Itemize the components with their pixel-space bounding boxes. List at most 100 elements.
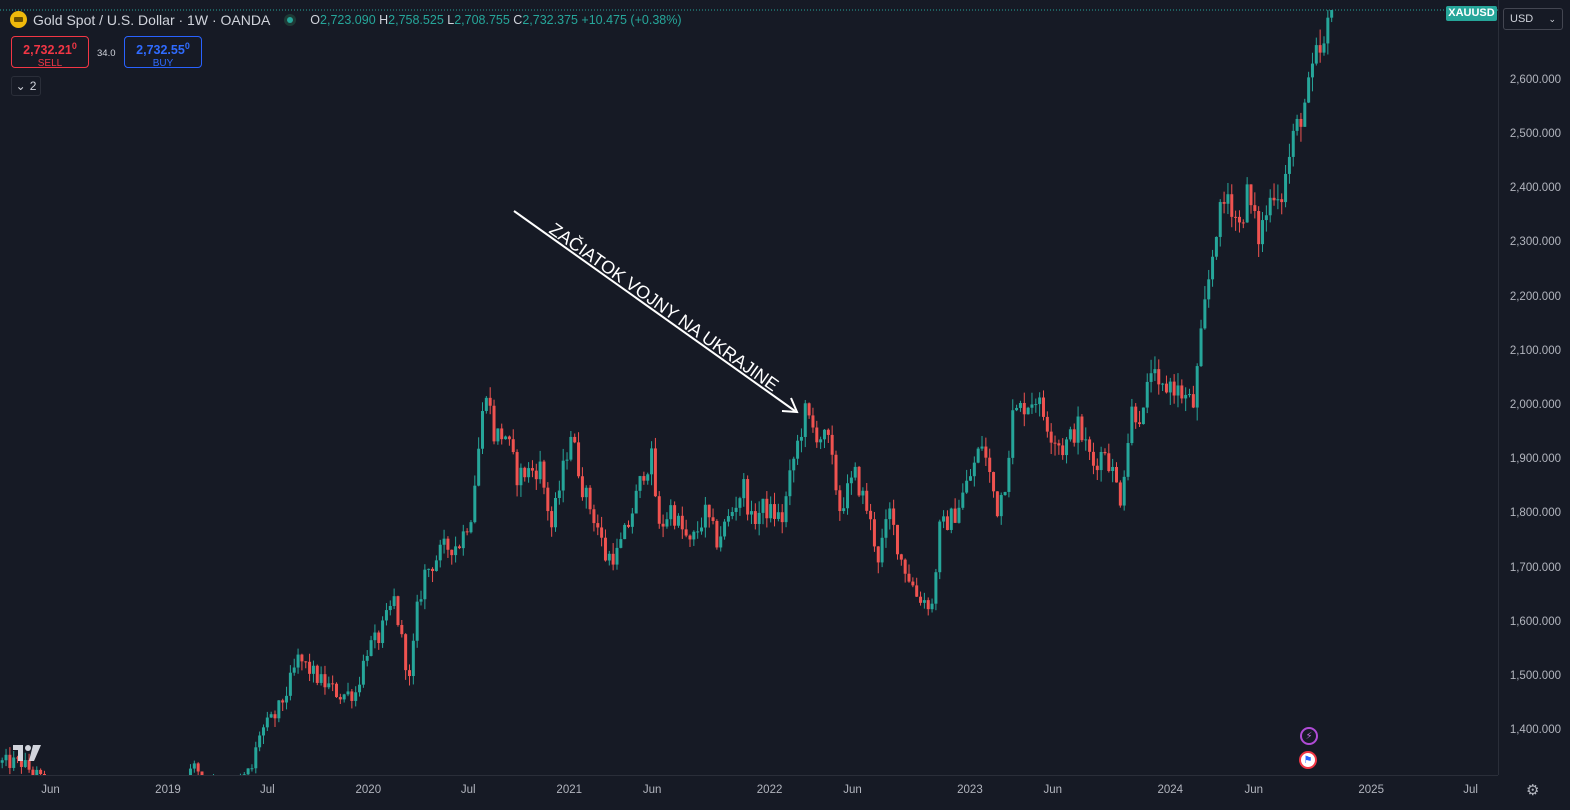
candle-body: [1322, 43, 1326, 53]
candle-body: [265, 717, 269, 728]
candle-body: [1111, 466, 1115, 472]
indicators-collapse-button[interactable]: ⌄ 2: [11, 76, 41, 96]
candle: [888, 502, 892, 530]
candle: [361, 654, 365, 688]
candle-body: [700, 527, 704, 532]
candle-body: [523, 467, 527, 478]
candle-body: [634, 490, 638, 514]
annotation-arrow[interactable]: ZAČIATOK VOJNY NA UKRAJINE: [513, 210, 799, 414]
candle-body: [557, 490, 561, 498]
candle: [396, 595, 400, 627]
candle-body: [277, 700, 281, 719]
candle-body: [761, 498, 765, 513]
candle-body: [1326, 17, 1330, 44]
candle-body: [315, 665, 319, 683]
candle-body: [1076, 416, 1080, 443]
price-chart[interactable]: ZAČIATOK VOJNY NA UKRAJINE: [0, 0, 1498, 775]
candle-body: [450, 549, 454, 556]
candle: [265, 711, 269, 732]
candle-body: [561, 460, 565, 491]
candle: [796, 434, 800, 465]
sell-button[interactable]: 2,732.210 SELL: [11, 36, 89, 70]
gear-icon[interactable]: ⚙: [1526, 782, 1540, 799]
candle-body: [519, 467, 523, 486]
candle-body: [965, 480, 969, 493]
gold-coin-icon[interactable]: [10, 11, 27, 28]
candle: [577, 432, 581, 479]
candle: [500, 423, 504, 445]
buy-button[interactable]: 2,732.550 BUY: [124, 36, 202, 69]
candle-body: [711, 517, 715, 521]
candle: [738, 496, 742, 516]
candle-body: [1214, 236, 1218, 257]
candle-body: [792, 458, 796, 471]
candle-body: [480, 411, 484, 449]
sell-label: SELL: [37, 58, 63, 70]
candle: [1045, 411, 1049, 438]
candle: [1268, 189, 1272, 223]
candle-body: [615, 547, 619, 565]
candle-body: [1188, 394, 1192, 396]
candle-body: [584, 487, 588, 498]
us-flag-icon[interactable]: ⚑: [1299, 751, 1317, 769]
candle: [1015, 404, 1019, 412]
price-label: 2,100.000: [1509, 344, 1561, 357]
candle-body: [1068, 429, 1072, 440]
candle: [334, 682, 338, 698]
candle-body: [304, 661, 308, 663]
candle-body: [530, 468, 534, 471]
candle: [1168, 377, 1172, 405]
candle: [261, 724, 265, 744]
market-status-icon[interactable]: [284, 13, 297, 26]
tradingview-logo-icon[interactable]: [12, 743, 44, 768]
candle: [911, 577, 915, 588]
candle-body: [300, 654, 304, 662]
candle-body: [338, 697, 342, 700]
symbol-title[interactable]: Gold Spot / U.S. Dollar · 1W · OANDA: [33, 11, 271, 28]
candle-body: [454, 546, 458, 556]
candle-body: [39, 769, 43, 774]
candle: [773, 492, 777, 527]
candle-body: [1195, 366, 1199, 408]
price-scale[interactable]: USD ⌄ 2,600.000 2,500.000 2,400.000 2,300.0…: [1498, 0, 1570, 775]
candle-body: [1095, 465, 1099, 471]
candle: [734, 496, 738, 521]
candle-body: [865, 490, 869, 511]
candle-body: [273, 714, 277, 719]
candle-body: [784, 496, 788, 523]
candle-body: [19, 758, 23, 767]
candle-body: [650, 448, 654, 475]
lightning-icon[interactable]: ⚡: [1300, 727, 1318, 745]
candle-body: [765, 498, 769, 519]
candle: [942, 510, 946, 529]
candle-body: [1253, 205, 1257, 212]
candle-body: [1007, 457, 1011, 492]
candle: [784, 491, 788, 528]
candle: [423, 564, 427, 610]
candle-body: [1084, 439, 1088, 441]
candle-body: [669, 505, 673, 520]
candle-body: [434, 560, 438, 572]
candle: [1115, 462, 1119, 483]
currency-select[interactable]: USD ⌄: [1503, 8, 1563, 30]
candle-body: [742, 479, 746, 499]
candle-body: [1226, 194, 1230, 204]
candle: [657, 491, 661, 529]
candle-body: [350, 691, 354, 701]
candle-body: [1138, 422, 1142, 425]
candle-body: [1237, 216, 1241, 223]
time-scale[interactable]: Jun 2019 Jul 2020 Jul 2021 Jun 2022 Jun 2023 Jun 20…: [0, 775, 1498, 810]
candle-body: [1287, 156, 1291, 174]
candle-body: [200, 771, 204, 775]
candle: [650, 441, 654, 486]
candle: [434, 555, 438, 572]
candle: [488, 387, 492, 415]
low-value: 2,708.755: [454, 12, 510, 27]
candle-body: [1241, 222, 1245, 224]
time-label: 2020: [355, 784, 382, 796]
candle: [473, 475, 477, 524]
candle: [1068, 426, 1072, 442]
price-label: 1,800.000: [1509, 507, 1561, 520]
chart-pane[interactable]: ZAČIATOK VOJNY NA UKRAJINE Gold Spot / U…: [0, 0, 1498, 775]
high-value: 2,758.525: [388, 12, 444, 27]
